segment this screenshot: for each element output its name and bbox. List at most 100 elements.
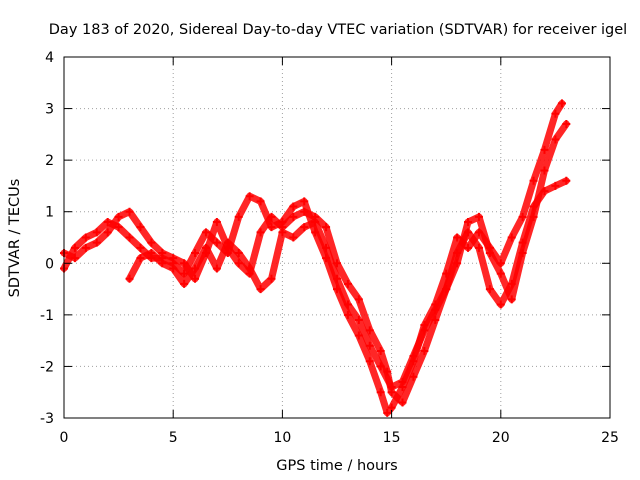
data-point [507,233,516,242]
data-point [420,346,429,355]
data-point [289,233,298,242]
x-tick-label: 10 [273,430,291,446]
data-point [158,248,167,257]
data-point [256,197,265,206]
data-point [191,264,200,273]
data-point [333,274,341,283]
y-tick-label: 3 [45,102,54,118]
data-point [300,197,309,206]
data-point [474,212,483,221]
data-point [267,274,276,283]
data-point [431,305,440,314]
data-point [518,212,527,221]
data-point [322,243,331,252]
data-point [464,218,473,227]
y-tick-label: 0 [45,256,54,272]
data-point [551,181,560,190]
data-point [453,248,462,257]
y-tick-label: 2 [45,153,54,169]
data-point [398,398,407,407]
data-point [169,264,178,273]
data-point [557,99,566,108]
data-point [136,223,145,232]
data-point [92,238,101,247]
data-point [256,285,265,294]
y-tick-label: -1 [40,308,54,324]
data-point [496,300,505,309]
data-point [453,233,462,242]
data-point [147,248,156,257]
data-point [234,212,243,221]
data-point [92,228,101,237]
data-point [223,238,232,247]
data-point [540,187,549,196]
data-point [103,218,112,227]
data-point [311,218,320,227]
data-point [464,243,473,252]
data-point [376,388,385,397]
plot-frame [63,56,611,419]
x-axis-label: GPS time / hours [276,458,397,474]
data-point [103,228,112,237]
data-point [81,233,90,242]
data-point [562,120,571,129]
data-point [540,166,549,175]
data-point [267,223,276,232]
x-axis-ticks: 0 5 10 15 20 25 [60,57,619,446]
data-point [464,228,473,237]
data-point [201,243,210,252]
data-point [343,279,352,288]
y-axis-ticks: -3 -2 -1 0 1 2 3 4 [40,50,610,427]
x-tick-label: 15 [383,430,401,446]
data-point [507,279,516,288]
data-point [485,285,494,294]
data-point [383,408,392,417]
data-point [234,259,243,268]
data-point [289,212,298,221]
data-point [420,326,429,335]
data-point [562,176,571,185]
data-point [70,254,79,263]
data-point [387,383,396,392]
data-point [540,145,549,154]
data-point [518,238,527,247]
data-point [343,300,352,309]
data-point [529,176,538,185]
data-point [245,192,254,201]
data-point [158,259,167,268]
data-point [376,362,385,371]
data-point [474,243,483,252]
data-point [180,269,189,278]
data-point [212,218,221,227]
data-point [125,274,134,283]
series-trace [60,120,570,406]
y-tick-label: 4 [45,50,54,66]
data-point [485,248,494,257]
y-axis-label: SDTVAR / TECUs [7,179,23,298]
data-point [70,243,79,252]
data-point [507,295,516,304]
data-point [191,248,200,257]
data-layer [60,99,571,417]
data-point [245,264,254,273]
data-point [256,228,265,237]
data-point [365,357,374,366]
data-point [212,238,221,247]
data-series-3 [125,176,571,392]
data-point [376,346,385,355]
data-point [180,259,189,268]
data-point [409,352,418,361]
data-point [125,233,134,242]
data-point [300,207,309,216]
data-point [201,228,210,237]
data-point [234,248,243,257]
y-tick-label: 1 [45,205,54,221]
data-point [267,212,276,221]
data-point [354,295,363,304]
chart-title: Day 183 of 2020, Sidereal Day-to-day VTE… [49,22,627,38]
x-tick-label: 0 [60,430,69,446]
data-point [529,202,538,211]
data-point [551,109,560,118]
data-point [300,223,309,232]
